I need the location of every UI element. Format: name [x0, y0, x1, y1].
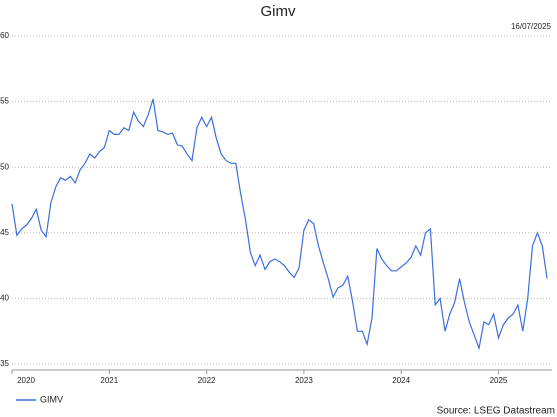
- y-tick-label: 60: [0, 31, 9, 40]
- date-annotation: 16/07/2025: [511, 22, 552, 31]
- price-line: [11, 98, 548, 351]
- y-tick-label: 35: [0, 359, 9, 368]
- x-tick-label: 2024: [392, 376, 410, 385]
- x-tick-label: 2023: [295, 376, 313, 385]
- legend-label: GIMV: [40, 394, 63, 404]
- chart-title: Gimv: [261, 3, 296, 20]
- source: Source: LSEG Datastream: [437, 406, 555, 417]
- x-tick-label: 2022: [198, 376, 216, 385]
- y-tick-label: 45: [0, 228, 9, 237]
- y-tick-label: 40: [0, 294, 9, 303]
- x-tick-label: 2025: [490, 376, 508, 385]
- x-tick-label: 2021: [100, 376, 118, 385]
- y-tick-label: 55: [0, 97, 9, 106]
- x-tick-label: 2020: [17, 376, 35, 385]
- y-tick-label: 50: [0, 162, 9, 171]
